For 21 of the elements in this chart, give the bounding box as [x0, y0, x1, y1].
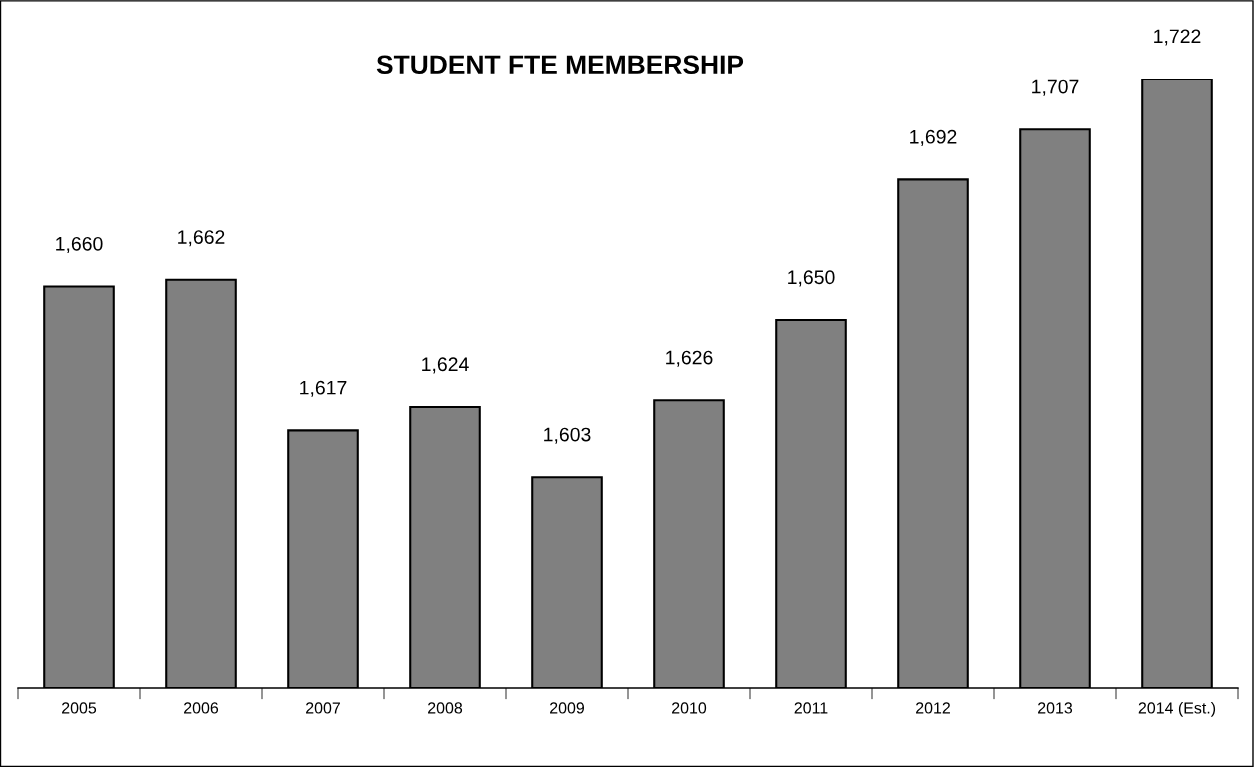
data-label: 1,707 — [1032, 79, 1079, 96]
x-tick-label: 2014 (Est.) — [1138, 701, 1216, 717]
x-tick-label: 2012 — [916, 702, 950, 714]
data-label: 1,662 — [178, 230, 225, 247]
data-label: 1,660 — [56, 236, 103, 253]
data-label: 1,692 — [910, 129, 957, 146]
data-label: 1,626 — [666, 350, 713, 367]
x-tick-label: 2007 — [306, 702, 340, 714]
x-tick-label: 2010 — [672, 702, 707, 714]
data-label: 1,722 — [1154, 29, 1201, 46]
x-tick-label: 2006 — [184, 702, 219, 714]
x-tick-label: 2008 — [428, 702, 463, 714]
x-tick-label: 2013 — [1038, 702, 1073, 714]
chart-title: STUDENT FTE MEMBERSHIP — [376, 55, 744, 75]
data-label: 1,603 — [544, 427, 591, 444]
x-tick-label: 2005 — [62, 702, 97, 714]
data-label: 1,650 — [788, 270, 835, 287]
x-tick-label: 2009 — [550, 702, 585, 714]
x-tick-label: 2011 — [794, 702, 828, 714]
data-label: 1,617 — [300, 380, 347, 397]
data-label: 1,624 — [422, 357, 469, 374]
